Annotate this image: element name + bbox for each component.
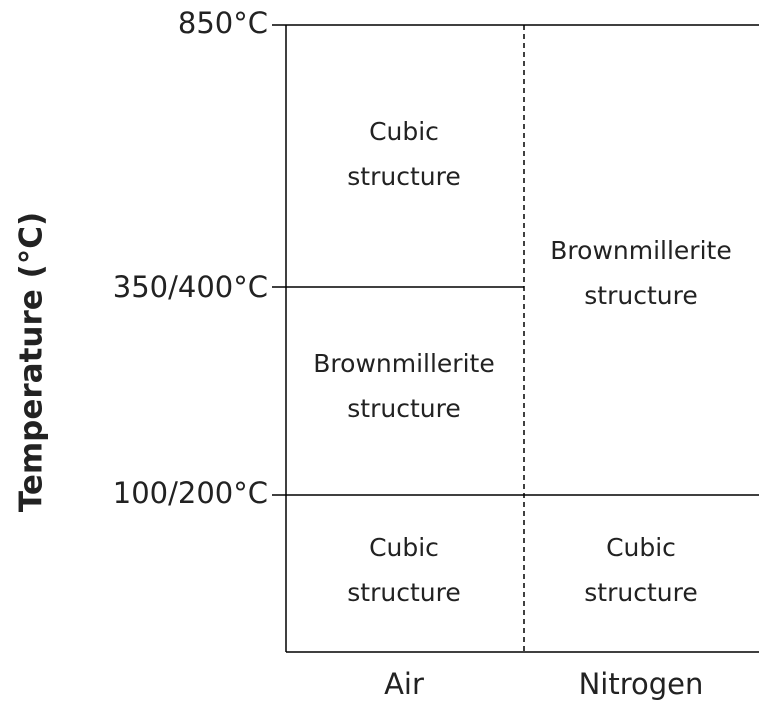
tick-label: 100/200°C: [113, 476, 268, 510]
axis-title: Temperature (°C): [14, 212, 50, 512]
tick-label: 350/400°C: [113, 270, 268, 304]
column-label: Nitrogen: [579, 667, 704, 701]
cell-text: Brownmillerite: [550, 236, 731, 265]
tick-label: 850°C: [178, 6, 268, 40]
cell-text: structure: [347, 578, 460, 607]
cell-text: structure: [347, 394, 460, 423]
cell-text: Cubic: [369, 117, 439, 146]
cell-text: Brownmillerite: [313, 349, 494, 378]
column-label: Air: [384, 667, 424, 701]
cell-text: structure: [584, 281, 697, 310]
cell-text: Cubic: [369, 533, 439, 562]
cell-text: structure: [347, 162, 460, 191]
cell-text: Cubic: [606, 533, 676, 562]
cell-text: structure: [584, 578, 697, 607]
